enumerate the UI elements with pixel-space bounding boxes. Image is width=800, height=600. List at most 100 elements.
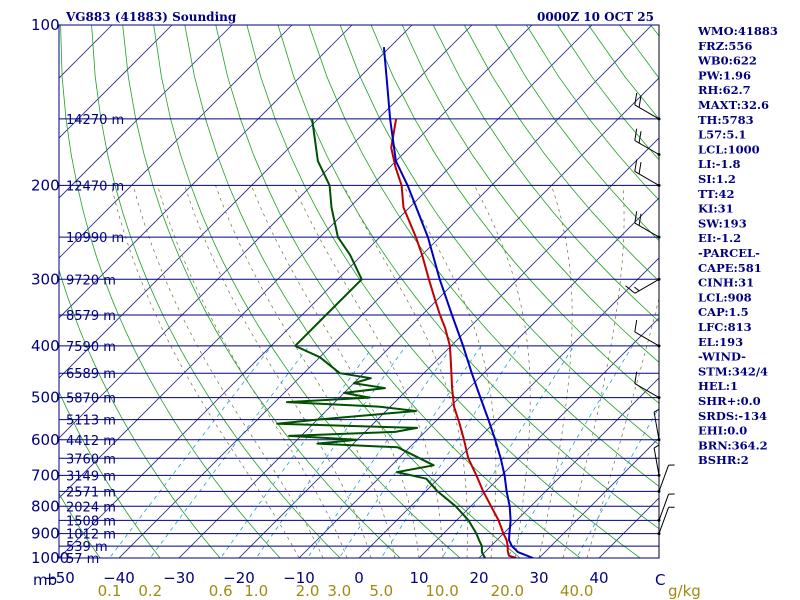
mixing-ratio-tick-label: 5.0 — [369, 582, 393, 600]
index-line: KI:31 — [698, 202, 734, 216]
isotherm-line — [298, 197, 659, 558]
dry-adiabat-line — [184, 25, 521, 558]
mixing-ratio-tick-label: 0.2 — [138, 582, 162, 600]
barb-flag — [634, 92, 638, 105]
dry-adiabat-line — [59, 492, 101, 558]
isotherm-line — [59, 25, 593, 558]
barb-flag — [625, 285, 636, 294]
index-line: WB0:622 — [697, 54, 757, 68]
isotherm-line — [0, 25, 52, 569]
height-label: 3149 m — [66, 469, 116, 484]
index-line: WMO:41883 — [697, 24, 778, 38]
dry-adiabat-line — [215, 25, 581, 558]
barb-flag — [638, 213, 642, 226]
dry-adiabat-line — [122, 25, 401, 558]
isotherm-line — [358, 257, 659, 558]
temperature-tick-label: −10 — [283, 569, 315, 587]
barb-station-dot — [657, 438, 661, 442]
isotherm-line — [238, 137, 659, 558]
moist-adiabat-line — [184, 185, 372, 558]
dry-adiabat-line — [60, 25, 281, 558]
mixing-ratio-line — [576, 406, 659, 558]
height-label: 7590 m — [66, 340, 116, 355]
index-line: TH:5783 — [698, 113, 754, 127]
isotherm-line — [118, 25, 653, 558]
mixing-ratio-tick-label: 0.6 — [209, 582, 233, 600]
mixing-ratio-tick-label: 2.0 — [296, 582, 320, 600]
index-line: RH:62.7 — [698, 83, 751, 97]
barb-flag — [653, 444, 660, 449]
height-label: 10990 m — [66, 231, 124, 246]
wind-barb — [653, 408, 661, 442]
barb-staff — [658, 464, 670, 492]
index-line: SI:1.2 — [698, 172, 736, 186]
barb-flag — [638, 162, 642, 174]
index-line: CINH:31 — [698, 276, 754, 290]
height-label: 14270 m — [66, 113, 124, 128]
barb-station-dot — [657, 518, 661, 522]
mixing-ratio-line — [338, 345, 482, 558]
index-line: -PARCEL- — [698, 246, 760, 260]
index-line: CAPE:581 — [698, 261, 762, 275]
isotherm-line — [59, 25, 233, 199]
temperature-unit-label: C — [655, 571, 665, 589]
temperature-tick-label: 20 — [469, 569, 488, 587]
height-label: 5870 m — [66, 392, 116, 407]
height-label: 12470 m — [66, 179, 124, 194]
barb-flag — [634, 371, 638, 384]
index-line: MAXT:32.6 — [698, 98, 769, 112]
temperature-trace — [390, 118, 517, 558]
index-line: FRZ:556 — [698, 39, 752, 53]
temperature-tick-label: 0 — [354, 569, 364, 587]
barb-staff — [653, 447, 660, 476]
temperature-tick-label: 30 — [529, 569, 548, 587]
wind-barb — [634, 371, 661, 400]
mixing-ratio-line — [149, 345, 310, 558]
barb-station-dot — [657, 489, 661, 493]
chart-title: VG883 (41883) Sounding — [65, 10, 237, 24]
mixing-ratio-line — [108, 345, 273, 558]
pressure-tick-label: 900 — [31, 525, 60, 543]
barb-flag — [638, 131, 642, 144]
barb-station-dot — [657, 532, 661, 536]
barb-flag — [634, 286, 640, 292]
index-line: LFC:813 — [698, 320, 752, 334]
isotherm-line — [59, 25, 413, 379]
index-line: LCL:1000 — [698, 142, 760, 156]
dry-adiabat-line — [277, 25, 659, 530]
pressure-tick-label: 400 — [31, 337, 60, 355]
index-line: HEL:1 — [698, 379, 738, 393]
barb-station-dot — [657, 344, 661, 348]
barb-station-dot — [657, 117, 661, 121]
dry-adiabat-line — [59, 390, 161, 558]
barb-staff — [634, 331, 660, 347]
height-label: 57 m — [66, 552, 99, 567]
wind-barb — [657, 506, 675, 536]
wind-barb — [634, 92, 661, 121]
barb-flag — [638, 95, 642, 108]
barb-flag — [634, 320, 638, 332]
barb-station-dot — [657, 235, 661, 239]
isotherm-line — [418, 317, 659, 558]
isobar-lines: 14270 m 12470 m 10990 m 9720 m 8579 m 7590 m 6… — [59, 113, 659, 567]
chart-time: 0000Z 10 OCT 25 — [537, 10, 654, 24]
height-label: 2571 m — [66, 485, 116, 500]
mixing-ratio-unit-label: g/kg — [668, 582, 701, 600]
dry-adiabat-line — [370, 25, 659, 404]
index-line: TT:42 — [698, 187, 735, 201]
mixing-ratio-line — [506, 345, 633, 558]
index-line: PW:1.96 — [698, 68, 751, 82]
mixing-ratio-tick-label: 40.0 — [560, 582, 593, 600]
index-line: L57:5.1 — [698, 128, 746, 142]
mixing-ratio-line — [307, 345, 453, 558]
height-label: 3760 m — [66, 452, 116, 467]
pressure-tick-label: 800 — [31, 497, 60, 515]
pressure-tick-label: 100 — [31, 16, 60, 34]
index-line: LI:-1.8 — [698, 157, 741, 171]
mixing-ratio-tick-label: 0.1 — [98, 582, 122, 600]
index-line: STM:342/4 — [698, 364, 768, 378]
dry-adiabat-line — [59, 268, 221, 558]
pressure-tick-label: 700 — [31, 466, 60, 484]
isotherm-line — [59, 25, 173, 139]
